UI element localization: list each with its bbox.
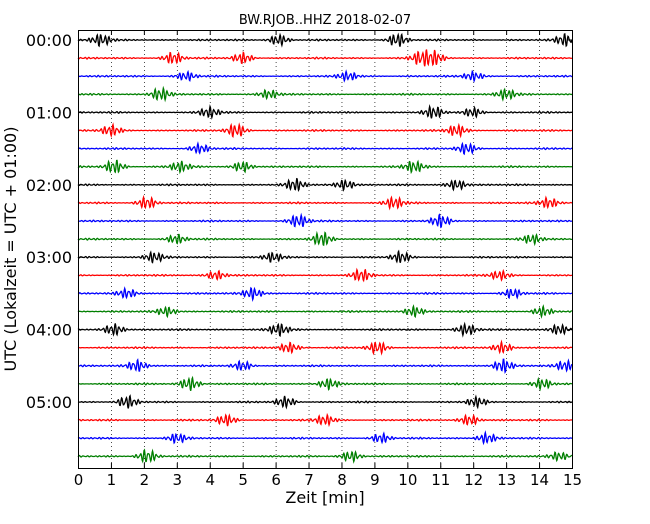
trace-line bbox=[77, 339, 573, 356]
x-tick-label: 4 bbox=[205, 471, 215, 489]
x-tick-label: 5 bbox=[238, 471, 248, 489]
trace-line bbox=[77, 249, 573, 264]
x-tick-label: 15 bbox=[563, 471, 582, 489]
trace-line bbox=[77, 49, 573, 67]
y-tick-label: 00:00 bbox=[26, 31, 72, 50]
trace-line bbox=[77, 358, 573, 375]
y-tick-label: 04:00 bbox=[26, 321, 72, 340]
trace-line bbox=[77, 85, 573, 103]
x-tick-label: 3 bbox=[173, 471, 183, 489]
plot-frame bbox=[78, 30, 573, 469]
trace-line bbox=[78, 69, 573, 83]
trace-line bbox=[77, 159, 573, 175]
x-tick-label: 10 bbox=[398, 471, 417, 489]
x-tick-label: 1 bbox=[107, 471, 117, 489]
trace-line bbox=[77, 103, 573, 120]
trace-line bbox=[77, 321, 573, 338]
trace-line bbox=[77, 448, 573, 464]
y-tick-label: 02:00 bbox=[26, 176, 72, 195]
x-tick-label: 7 bbox=[304, 471, 314, 489]
trace-line bbox=[77, 412, 573, 428]
trace-group bbox=[77, 32, 573, 464]
x-tick-label: 11 bbox=[431, 471, 450, 489]
y-tick-label: 03:00 bbox=[26, 248, 72, 267]
trace-line bbox=[77, 430, 573, 446]
x-tick-label: 13 bbox=[497, 471, 516, 489]
x-tick-label: 2 bbox=[140, 471, 150, 489]
y-tick-label: 01:00 bbox=[26, 103, 72, 122]
x-axis-label: Zeit [min] bbox=[285, 488, 364, 507]
trace-line bbox=[77, 32, 573, 48]
trace-line bbox=[77, 122, 573, 139]
x-tick-label: 8 bbox=[337, 471, 347, 489]
y-tick-label: 05:00 bbox=[26, 393, 72, 412]
trace-line bbox=[77, 267, 573, 283]
x-tick-label: 14 bbox=[530, 471, 549, 489]
x-tick-label: 0 bbox=[74, 471, 84, 489]
trace-line bbox=[77, 394, 573, 410]
trace-line bbox=[77, 194, 573, 211]
trace-line bbox=[77, 230, 573, 247]
trace-line bbox=[77, 177, 573, 193]
trace-line bbox=[77, 375, 573, 392]
trace-line bbox=[77, 304, 573, 319]
x-tick-label: 12 bbox=[464, 471, 483, 489]
x-tick-label: 9 bbox=[370, 471, 380, 489]
x-tick-label: 6 bbox=[271, 471, 281, 489]
axis-ticks: 0 1 2 3 4 5 6 7 8 9 10 11 12 13 14 1500:0001:0002:0003:… bbox=[26, 30, 582, 489]
chart-title: BW.RJOB..HHZ 2018-02-07 bbox=[239, 13, 411, 28]
trace-line bbox=[77, 141, 573, 156]
trace-line bbox=[77, 286, 573, 302]
y-axis-label: UTC (Lokalzeit = UTC + 01:00) bbox=[1, 127, 20, 372]
trace-line bbox=[77, 212, 573, 229]
